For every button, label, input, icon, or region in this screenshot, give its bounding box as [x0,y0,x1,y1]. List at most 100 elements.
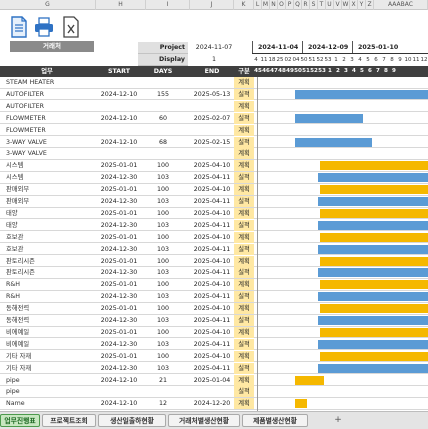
end-cell[interactable] [190,77,234,88]
tab-client-production[interactable]: 거래처별생산현황 [168,414,240,427]
table-row[interactable]: 판토리시즌 2025-01-01 100 2025-04-10 계획 [0,255,428,267]
table-row[interactable]: 3-WAY VALVE 계획 [0,148,428,160]
end-cell[interactable] [190,386,234,397]
end-cell[interactable]: 2025-05-13 [193,90,231,98]
column-letter[interactable]: K [234,0,254,10]
end-cell[interactable]: 2025-04-11 [193,340,231,348]
status-cell[interactable]: 실적 [234,315,254,326]
end-cell[interactable]: 2025-04-11 [193,364,231,372]
start-cell[interactable]: 2024-12-10 [100,400,138,408]
column-letter[interactable]: W [342,0,350,10]
task-cell[interactable]: 시스템 [6,162,24,170]
status-cell[interactable]: 계획 [234,303,254,315]
end-cell[interactable]: 2025-04-11 [193,293,231,301]
excel-icon[interactable] [62,16,80,38]
end-cell[interactable]: 2025-04-10 [193,281,231,289]
end-cell[interactable]: 2025-04-10 [193,209,231,217]
table-row[interactable]: R&H 2024-12-30 103 2025-04-11 실적 [0,291,428,303]
status-cell[interactable]: 실적 [234,386,254,398]
end-cell[interactable]: 2025-04-10 [193,328,231,336]
column-letter[interactable]: P [286,0,294,10]
days-cell[interactable]: 103 [156,245,170,253]
start-cell[interactable] [96,386,142,397]
end-cell[interactable]: 2025-04-10 [193,257,231,265]
table-row[interactable]: 기타 자재 2025-01-01 100 2025-04-10 계획 [0,350,428,363]
days-cell[interactable]: 100 [156,209,170,217]
task-cell[interactable]: 기타 자재 [6,352,32,360]
table-row[interactable]: R&H 2025-01-01 100 2025-04-10 계획 [0,279,428,291]
start-cell[interactable]: 2025-01-01 [100,209,138,217]
status-cell[interactable]: 계획 [234,374,254,386]
status-cell[interactable]: 계획 [234,207,254,219]
status-cell[interactable]: 계획 [234,326,254,338]
start-cell[interactable]: 2024-12-30 [100,269,138,277]
column-letter[interactable]: O [278,0,286,10]
start-cell[interactable]: 2024-12-10 [100,90,138,98]
task-cell[interactable]: R&H [6,293,21,301]
task-cell[interactable]: FLOWMETER [6,114,46,122]
start-cell[interactable]: 2024-12-30 [100,245,138,253]
start-cell[interactable]: 2024-12-10 [100,138,138,146]
task-cell[interactable]: pipe [6,376,20,384]
task-cell[interactable]: 동해전력 [6,317,30,324]
table-row[interactable]: 동해전력 2025-01-01 100 2025-04-10 계획 [0,303,428,315]
start-cell[interactable] [96,125,142,136]
task-cell[interactable]: 비에예일 [6,328,30,336]
status-cell[interactable]: 계획 [234,231,254,243]
start-cell[interactable]: 2024-12-30 [100,364,138,372]
status-cell[interactable]: 실적 [234,136,254,148]
start-cell[interactable]: 2025-01-01 [100,352,138,360]
status-cell[interactable]: 계획 [234,255,254,267]
start-cell[interactable]: 2024-12-30 [100,340,138,348]
days-cell[interactable]: 100 [156,257,170,265]
column-letter[interactable]: N [270,0,278,10]
days-cell[interactable]: 100 [156,328,170,336]
start-cell[interactable]: 2024-12-30 [100,221,138,229]
status-cell[interactable]: 실적 [234,243,254,255]
start-cell[interactable]: 2025-01-01 [100,281,138,289]
task-cell[interactable]: 3-WAY VALVE [6,150,47,158]
tab-progress[interactable]: 업무진행표 [0,414,40,427]
column-letter[interactable]: G [0,0,96,10]
days-cell[interactable]: 21 [158,376,167,384]
table-row[interactable]: 태양 2024-12-30 103 2025-04-11 실적 [0,219,428,232]
client-caption-button[interactable]: 거래처 [10,41,94,52]
column-letter[interactable]: AAABAC [374,0,428,10]
task-cell[interactable]: 비에예일 [6,340,30,348]
task-cell[interactable]: 호보관 [6,233,24,241]
days-cell[interactable]: 103 [156,198,170,205]
status-cell[interactable]: 계획 [234,77,254,88]
start-cell[interactable]: 2025-01-01 [100,328,138,336]
days-cell[interactable]: 68 [158,138,167,146]
column-letter[interactable]: T [318,0,326,10]
task-cell[interactable]: 태양 [6,209,18,217]
column-letter[interactable]: J [190,0,234,10]
column-letter[interactable]: Y [358,0,366,10]
days-cell[interactable] [146,101,180,112]
start-cell[interactable]: 2025-01-01 [100,233,138,241]
days-cell[interactable]: 60 [158,114,167,122]
start-cell[interactable]: 2024-12-30 [100,317,138,324]
days-cell[interactable]: 100 [156,186,170,194]
table-row[interactable]: AUTOFILTER 2024-12-10 155 2025-05-13 실적 [0,88,428,101]
end-cell[interactable]: 2025-04-10 [193,186,231,194]
start-cell[interactable]: 2024-12-30 [100,174,138,182]
display-week-value[interactable]: 1 [211,56,216,63]
table-row[interactable]: 기타 자재 2024-12-30 103 2025-04-11 실적 [0,362,428,375]
column-letter[interactable]: U [326,0,334,10]
status-cell[interactable]: 실적 [234,338,254,350]
tab-project-query[interactable]: 프로젝트조회 [42,414,96,427]
days-cell[interactable]: 100 [156,305,170,313]
task-cell[interactable]: 판매외부 [6,198,30,205]
days-cell[interactable]: 100 [156,162,170,170]
table-row[interactable]: FLOWMETER 2024-12-10 60 2025-02-07 실적 [0,112,428,125]
days-cell[interactable] [146,386,180,397]
end-cell[interactable]: 2025-04-10 [193,233,231,241]
end-cell[interactable]: 2025-02-15 [193,138,231,146]
days-cell[interactable]: 12 [158,400,167,408]
project-start-value[interactable]: 2024-11-07 [195,44,233,51]
end-cell[interactable]: 2025-04-10 [193,352,231,360]
task-cell[interactable]: pipe [6,388,20,396]
task-cell[interactable]: 판매외부 [6,186,30,194]
days-cell[interactable]: 103 [156,174,170,182]
